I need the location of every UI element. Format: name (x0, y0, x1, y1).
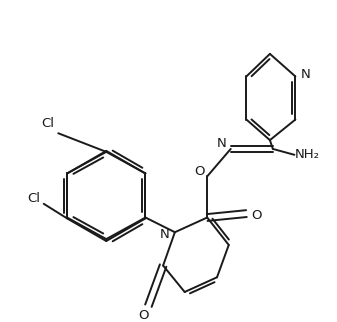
Text: O: O (251, 209, 262, 222)
Text: N: N (160, 228, 170, 241)
Text: O: O (138, 309, 149, 322)
Text: N: N (300, 68, 310, 81)
Text: Cl: Cl (27, 193, 40, 205)
Text: N: N (217, 137, 227, 149)
Text: Cl: Cl (41, 117, 54, 130)
Text: O: O (194, 165, 205, 178)
Text: NH₂: NH₂ (295, 148, 319, 161)
